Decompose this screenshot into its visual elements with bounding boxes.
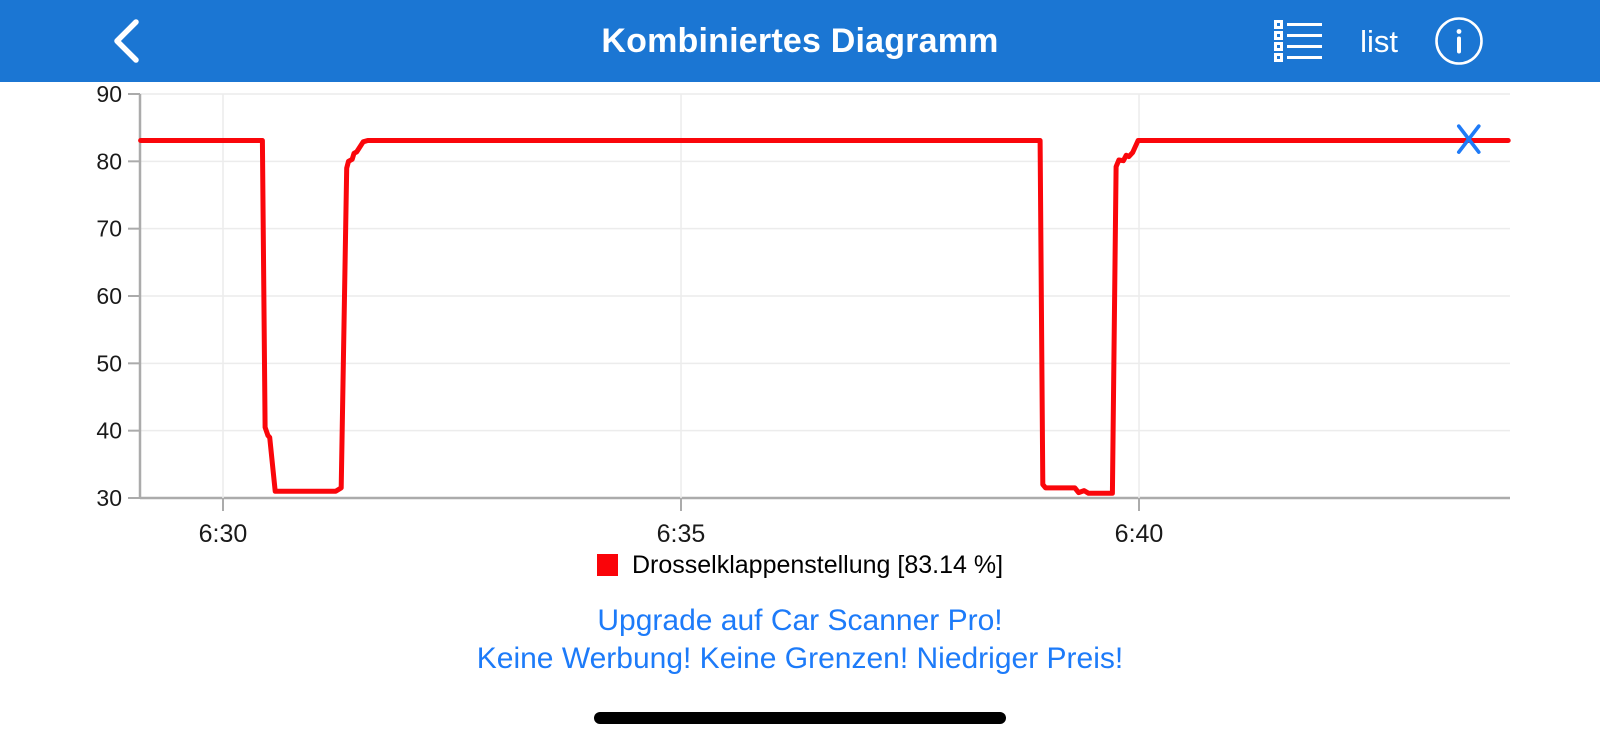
upgrade-banner-line2: Keine Werbung! Keine Grenzen! Niedriger … [476,642,1124,675]
svg-text:40: 40 [96,418,122,444]
legend-color-swatch [596,554,618,576]
svg-text:6:35: 6:35 [657,520,706,544]
page-title: Kombiniertes Diagramm [601,21,999,60]
svg-text:70: 70 [96,216,122,242]
info-button[interactable] [1434,16,1484,66]
combined-chart[interactable]: 90 80 70 60 50 40 30 6:30 6:35 6:40 [0,82,1600,544]
upgrade-banner[interactable]: Upgrade auf Car Scanner Pro! Keine Werbu… [0,602,1600,678]
svg-text:6:40: 6:40 [1115,520,1164,544]
back-button[interactable] [96,0,156,82]
upgrade-banner-line1: Upgrade auf Car Scanner Pro! [597,604,1003,637]
home-indicator[interactable] [594,712,1006,724]
svg-text:80: 80 [96,148,122,174]
chart-legend: Drosselklappenstellung [83.14 %] [0,548,1600,582]
chevron-left-icon [114,19,139,63]
series-line-drosselklappenstellung [138,138,1511,496]
svg-text:50: 50 [96,350,122,376]
navbar-actions: list [1274,0,1484,82]
list-view-button[interactable]: list [1360,23,1398,59]
svg-text:60: 60 [96,283,122,309]
svg-text:90: 90 [96,82,122,107]
info-circle-icon [1435,17,1483,65]
line-chart-canvas: 90 80 70 60 50 40 30 6:30 6:35 6:40 [96,82,1511,544]
parameter-list-button[interactable] [1274,20,1324,62]
navigation-bar: Kombiniertes Diagramm list [0,0,1600,82]
bulleted-list-icon [1274,20,1323,62]
legend-label: Drosselklappenstellung [83.14 %] [631,550,1004,579]
svg-text:30: 30 [96,485,122,511]
svg-text:6:30: 6:30 [199,520,248,544]
cursor-x-marker[interactable] [1456,124,1481,154]
